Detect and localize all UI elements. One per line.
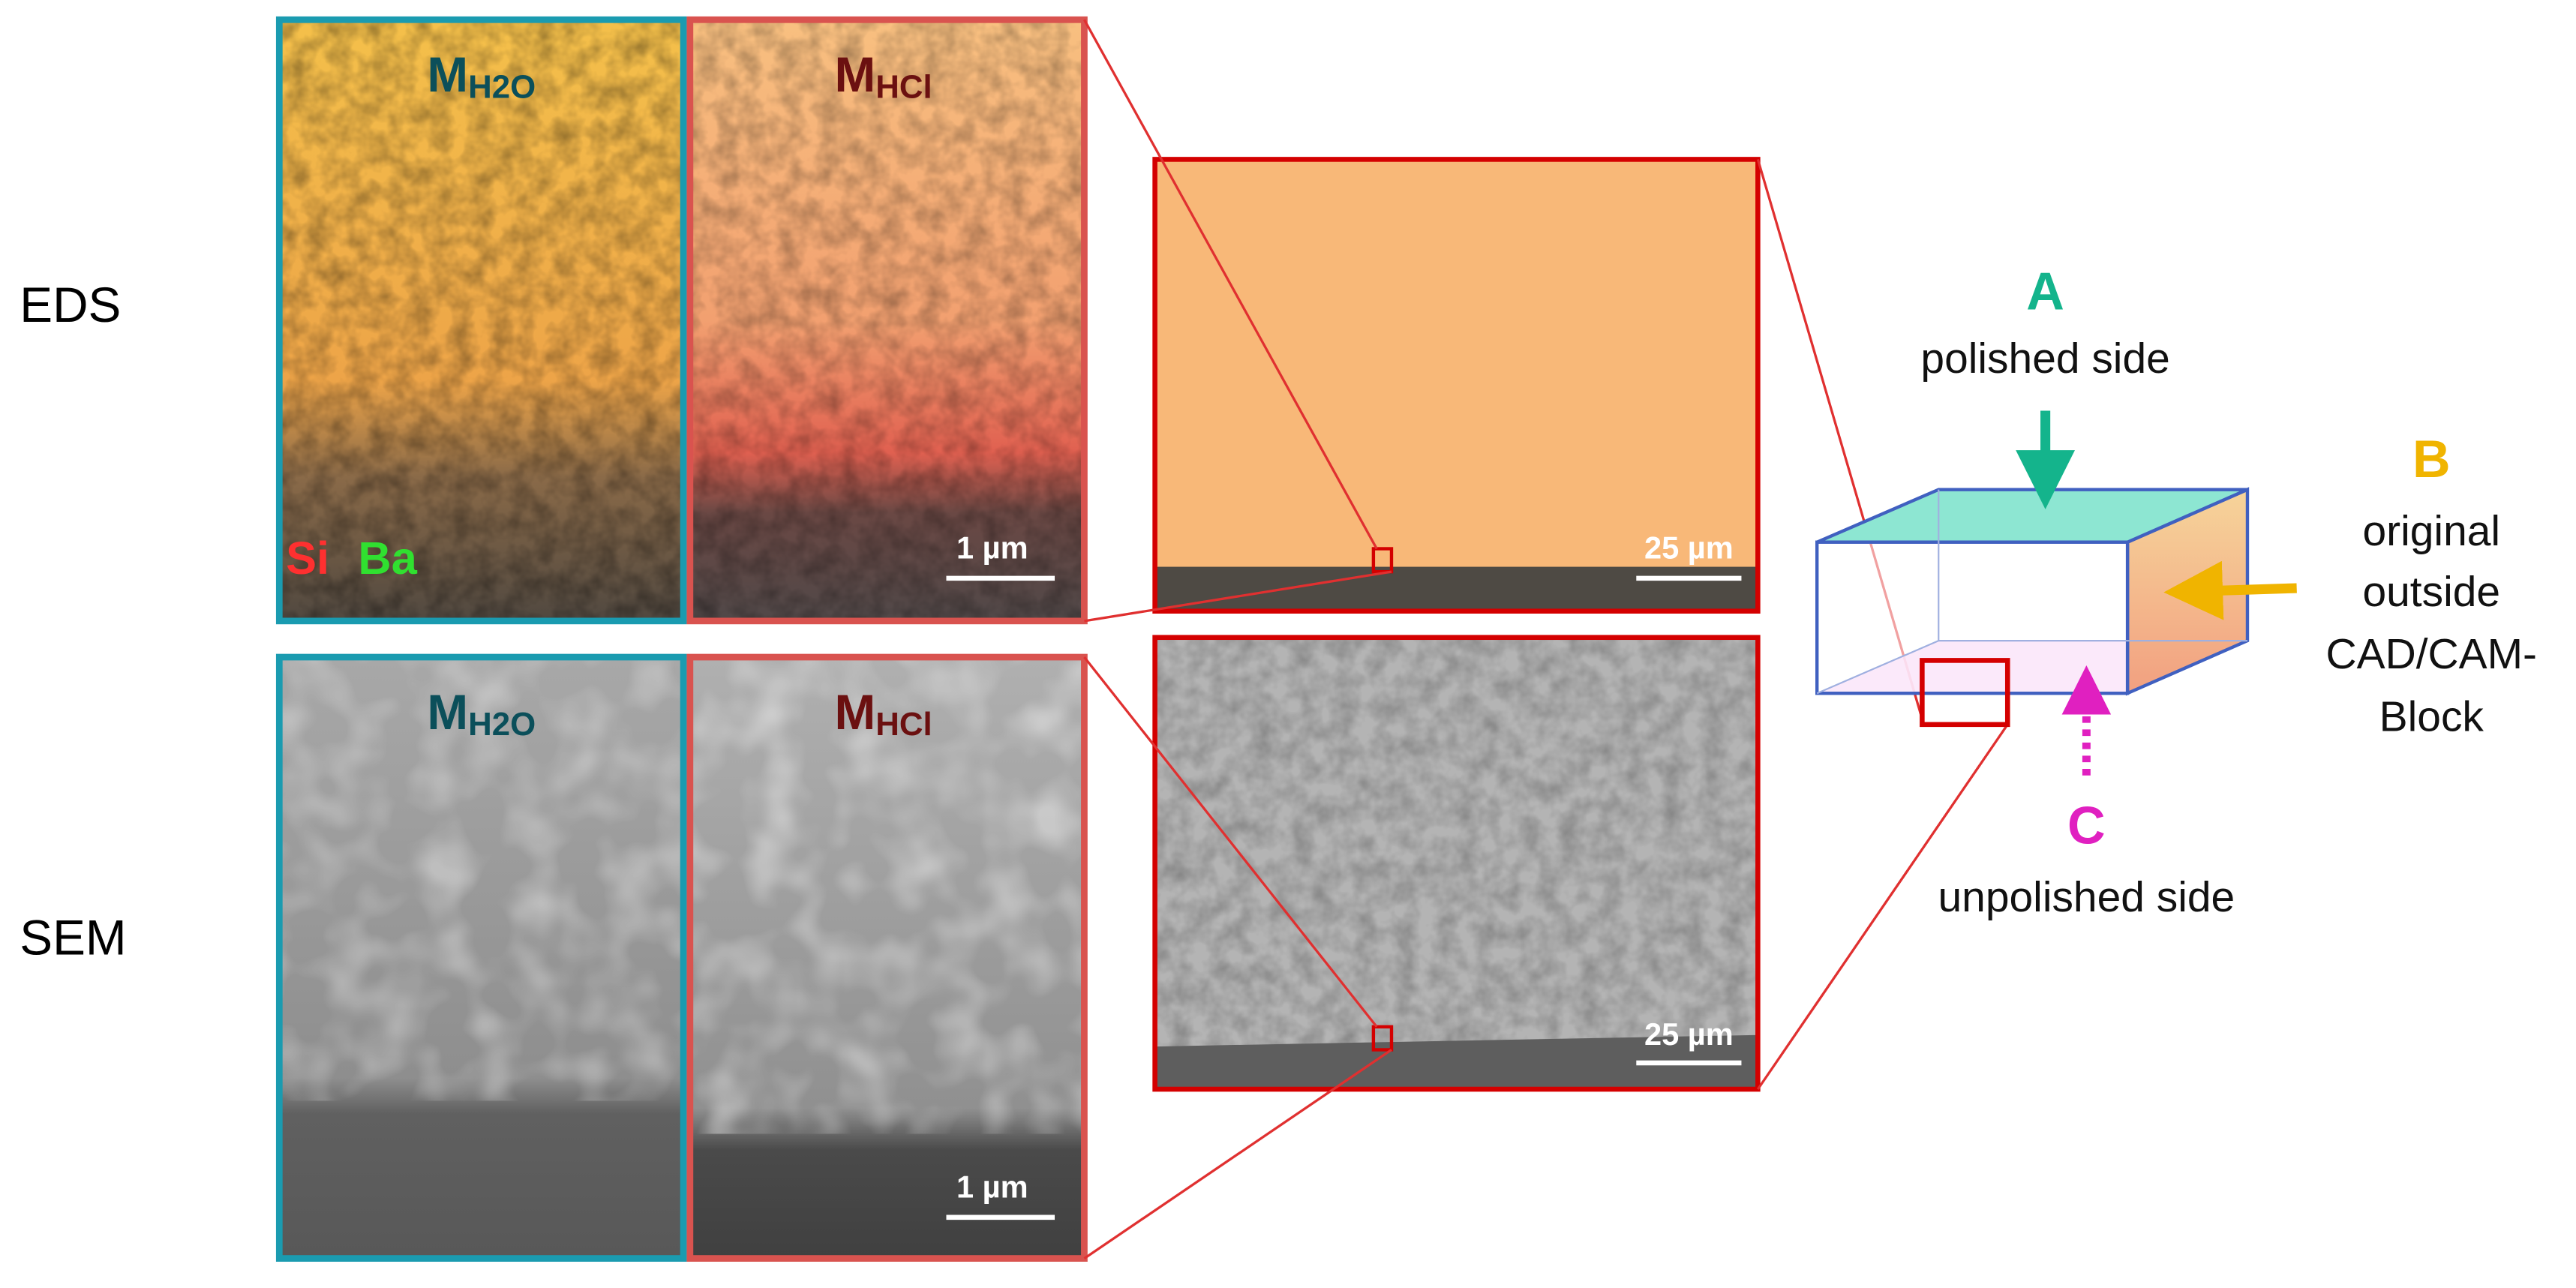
scale-bar-label: 1 µm xyxy=(956,1169,1028,1205)
eds-left-panel: MH2O Si Ba xyxy=(275,16,687,625)
label-subscript: H2O xyxy=(468,68,536,105)
panel-label: MHCl xyxy=(835,685,932,742)
label-subscript: HCl xyxy=(875,706,932,743)
label-main: M xyxy=(835,685,876,740)
label-main: M xyxy=(835,47,876,102)
side-label: Block xyxy=(2379,692,2484,740)
arrow xyxy=(2163,560,2297,620)
panel-label: MH2O xyxy=(427,685,536,742)
block xyxy=(1815,487,2250,728)
side-label: CAD/CAM- xyxy=(2326,630,2538,678)
scale-bar-label: 25 µm xyxy=(1644,530,1734,566)
panel-label: MHCl xyxy=(835,47,932,104)
label-subscript: H2O xyxy=(468,706,536,743)
label-main: M xyxy=(427,47,468,102)
label-main: M xyxy=(427,685,468,740)
sem-overview: 25 µm xyxy=(1152,635,1761,1092)
side-label: original xyxy=(2362,507,2500,555)
element-label: Ba xyxy=(358,532,417,584)
side-label: unpolished side xyxy=(1938,873,2235,921)
side-label: outside xyxy=(2362,568,2500,616)
sem-left-panel: MH2O xyxy=(275,653,687,1262)
label-subscript: HCl xyxy=(875,68,932,105)
sem-right-panel: MHCl 1 µm xyxy=(686,653,1088,1262)
zoom-lines xyxy=(1082,19,2009,1259)
row-label: SEM xyxy=(20,910,126,965)
side-letter: A xyxy=(2026,263,2064,321)
row-label: EDS xyxy=(20,278,121,332)
scale-bar-label: 25 µm xyxy=(1644,1016,1734,1052)
side-label: polished side xyxy=(1920,335,2169,383)
eds-right-panel: MHCl 1 µm xyxy=(686,16,1088,625)
element-label: Si xyxy=(286,532,329,584)
panel-label: MH2O xyxy=(427,47,536,104)
eds-overview: 25 µm xyxy=(1152,157,1761,614)
side-letter: B xyxy=(2412,430,2451,488)
scale-bar-label: 1 µm xyxy=(956,530,1028,566)
side-letter: C xyxy=(2067,796,2106,854)
